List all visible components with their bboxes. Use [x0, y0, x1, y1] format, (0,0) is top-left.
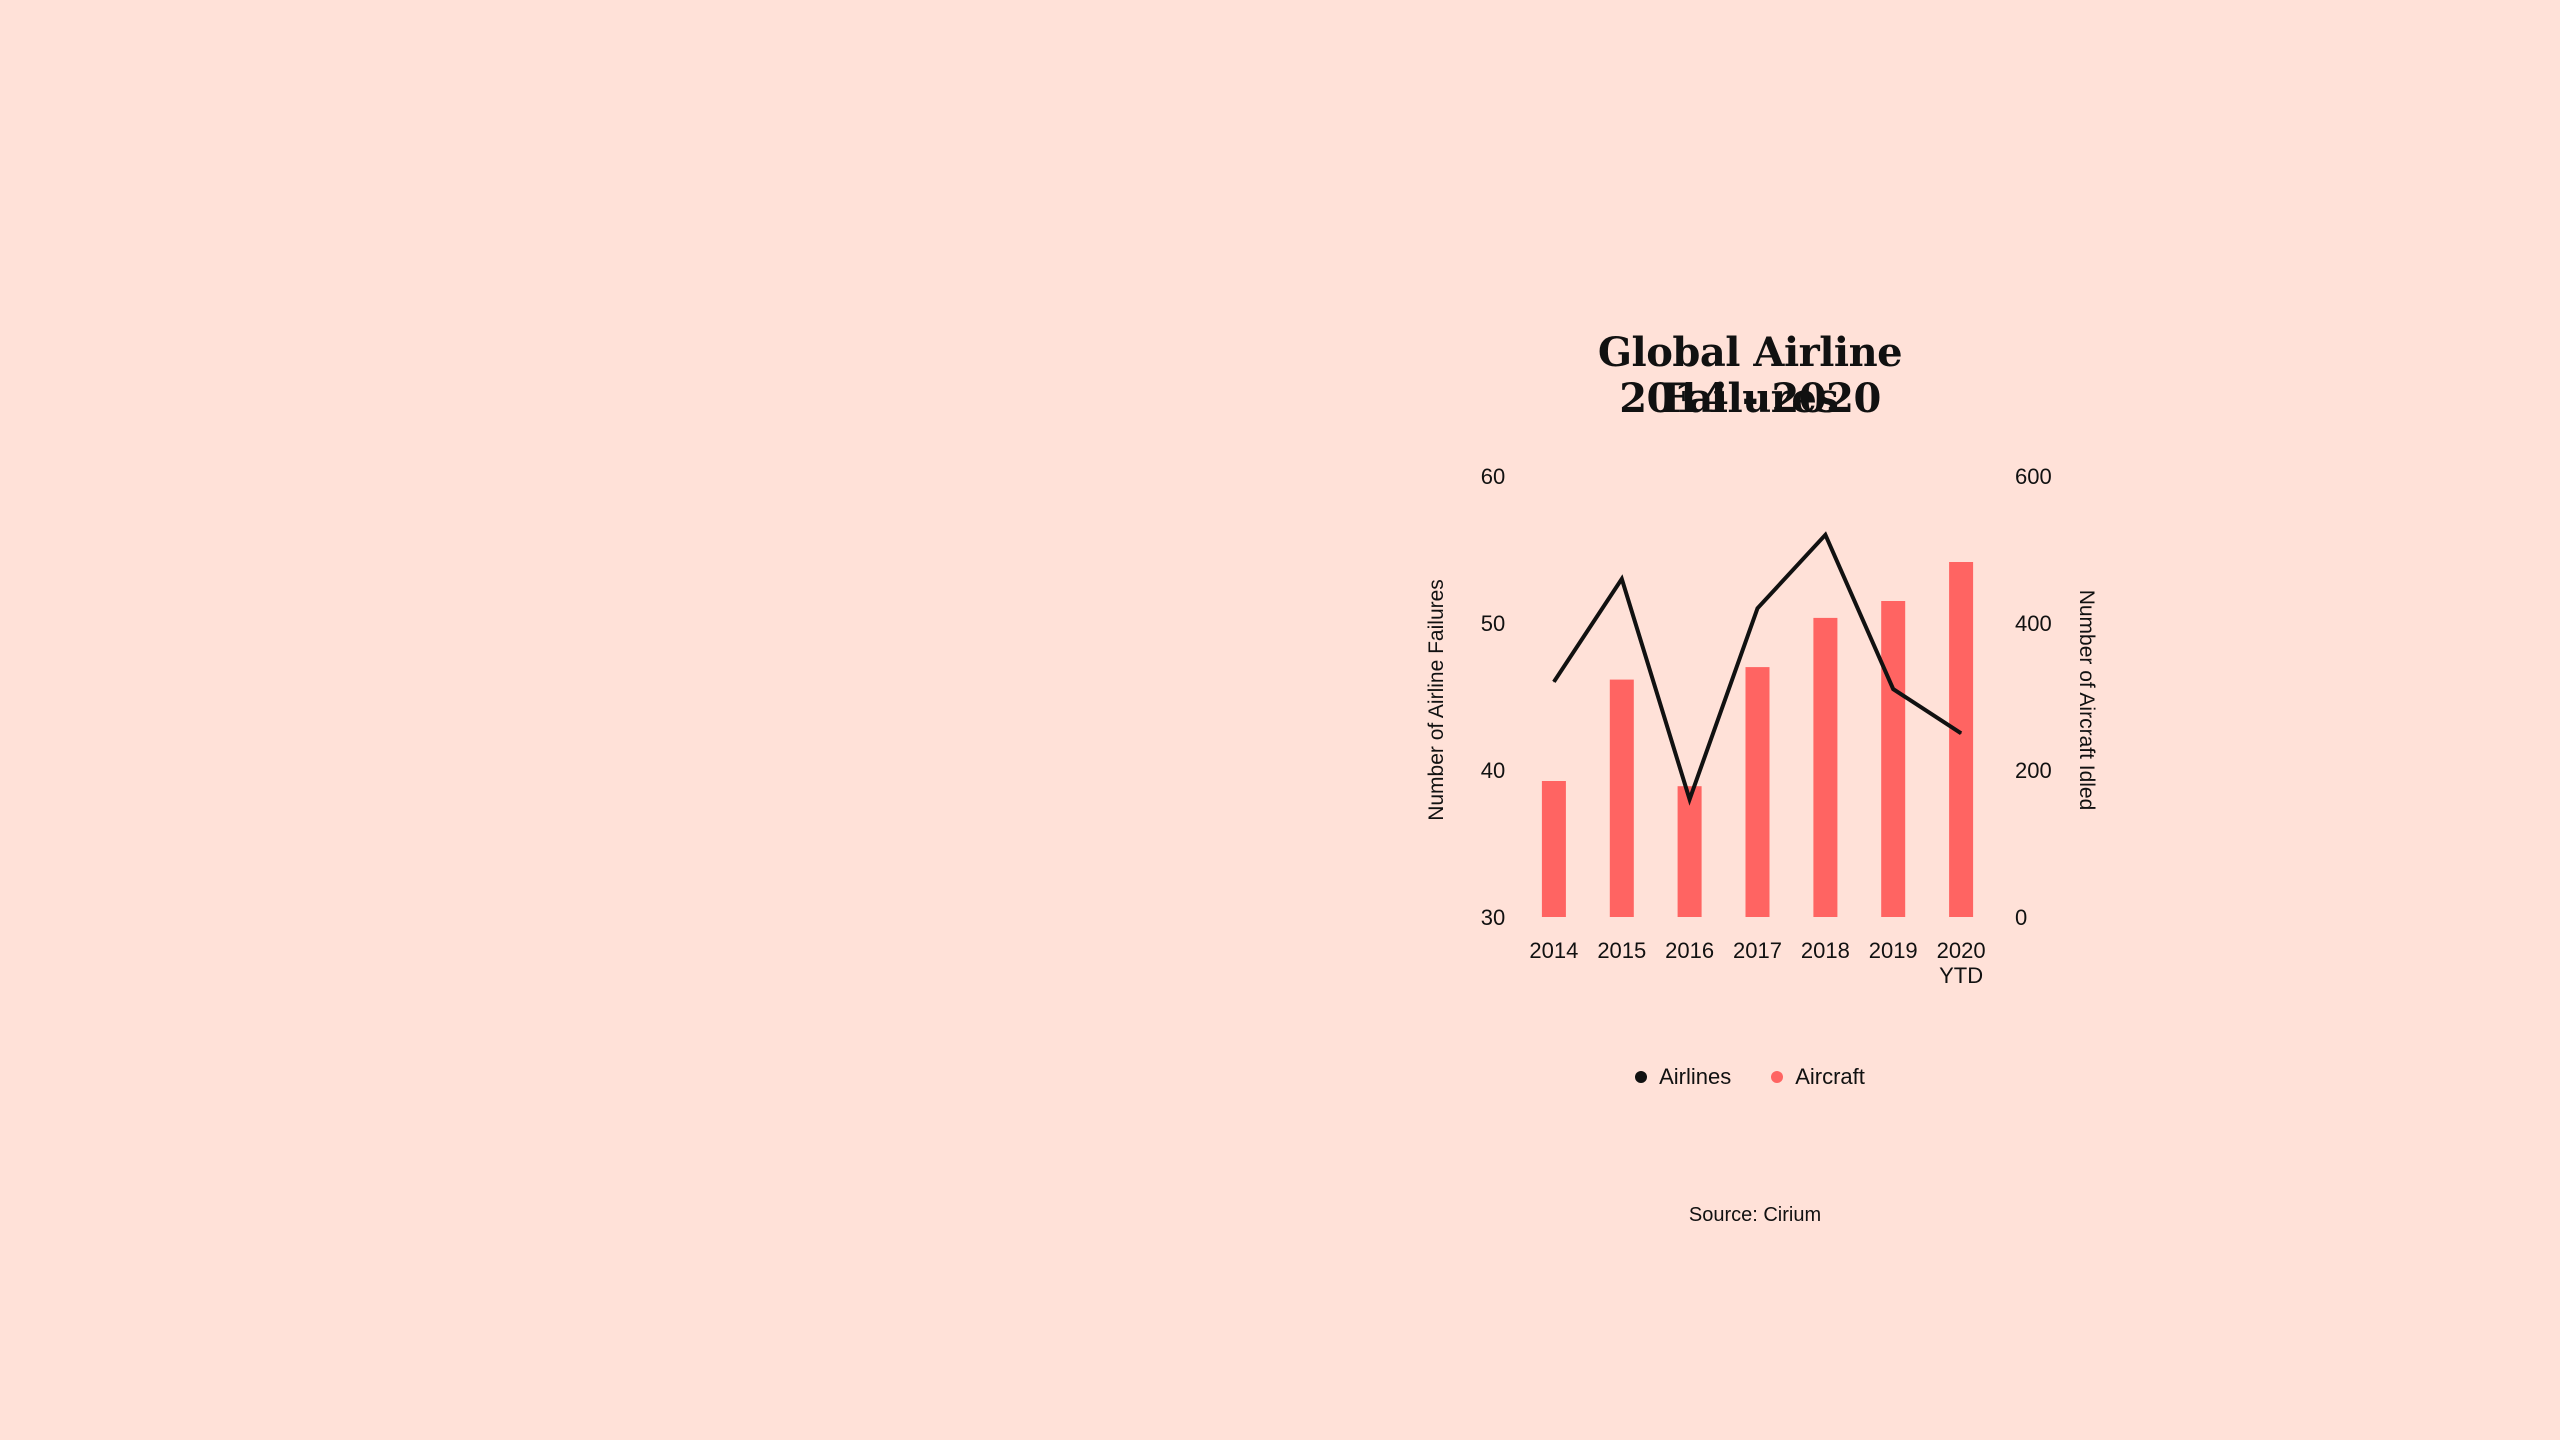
legend-label-aircraft: Aircraft — [1795, 1064, 1865, 1089]
right-axis-title: Number of Aircraft Idled — [2075, 590, 2098, 811]
legend-dot-icon — [1635, 1071, 1648, 1083]
line-layer — [1552, 531, 1963, 806]
bar-aircraft-6 — [1949, 562, 1974, 917]
bars-layer — [1541, 562, 1974, 917]
bar-aircraft-2 — [1677, 786, 1702, 917]
right-tick-label-1: 200 — [2015, 758, 2052, 783]
source-note: Source: Cirium — [1688, 1204, 1822, 1226]
point-airlines-4 — [1824, 534, 1826, 536]
bar-aircraft-1 — [1609, 679, 1634, 917]
point-airlines-1 — [1621, 578, 1623, 580]
legend: Airlines Aircraft — [1600, 1064, 1900, 1090]
left-tick-label-3: 60 — [1481, 464, 1505, 489]
point-airlines-3 — [1757, 607, 1758, 609]
bar-aircraft-0 — [1541, 781, 1566, 917]
category-label-3: 2017 — [1733, 938, 1782, 963]
left-tick-label-1: 40 — [1481, 758, 1505, 783]
point-airlines-6 — [1960, 732, 1962, 734]
category-label-6-line-1: YTD — [1939, 963, 1983, 988]
left-tick-label-0: 30 — [1481, 905, 1505, 930]
category-label-0: 2014 — [1529, 938, 1578, 963]
chart-title: Global Airline Failures — [1597, 329, 1903, 422]
category-label-5: 2019 — [1869, 938, 1918, 963]
legend-label-airlines: Airlines — [1659, 1064, 1732, 1089]
chart-subtitle: 2014 - 2020 — [1619, 375, 1881, 422]
legend-item-aircraft: Aircraft — [1771, 1064, 1865, 1090]
right-tick-label-0: 0 — [2015, 905, 2027, 930]
bar-aircraft-3 — [1745, 667, 1770, 917]
bar-aircraft-5 — [1881, 601, 1906, 917]
right-tick-label-2: 400 — [2015, 611, 2052, 636]
legend-item-airlines: Airlines — [1635, 1064, 1731, 1090]
category-label-2: 2016 — [1665, 938, 1714, 963]
category-label-1: 2015 — [1597, 938, 1646, 963]
point-airlines-0 — [1553, 681, 1555, 683]
left-axis-title: Number of Airline Failures — [1425, 579, 1448, 821]
point-airlines-5 — [1892, 688, 1894, 690]
left-tick-label-2: 50 — [1481, 611, 1505, 636]
right-tick-label-3: 600 — [2015, 464, 2052, 489]
legend-dot-icon — [1771, 1071, 1784, 1083]
point-airlines-2 — [1689, 798, 1691, 800]
category-label-4: 2018 — [1801, 938, 1850, 963]
category-label-6: 2020 — [1937, 938, 1986, 963]
bar-aircraft-4 — [1813, 617, 1838, 917]
